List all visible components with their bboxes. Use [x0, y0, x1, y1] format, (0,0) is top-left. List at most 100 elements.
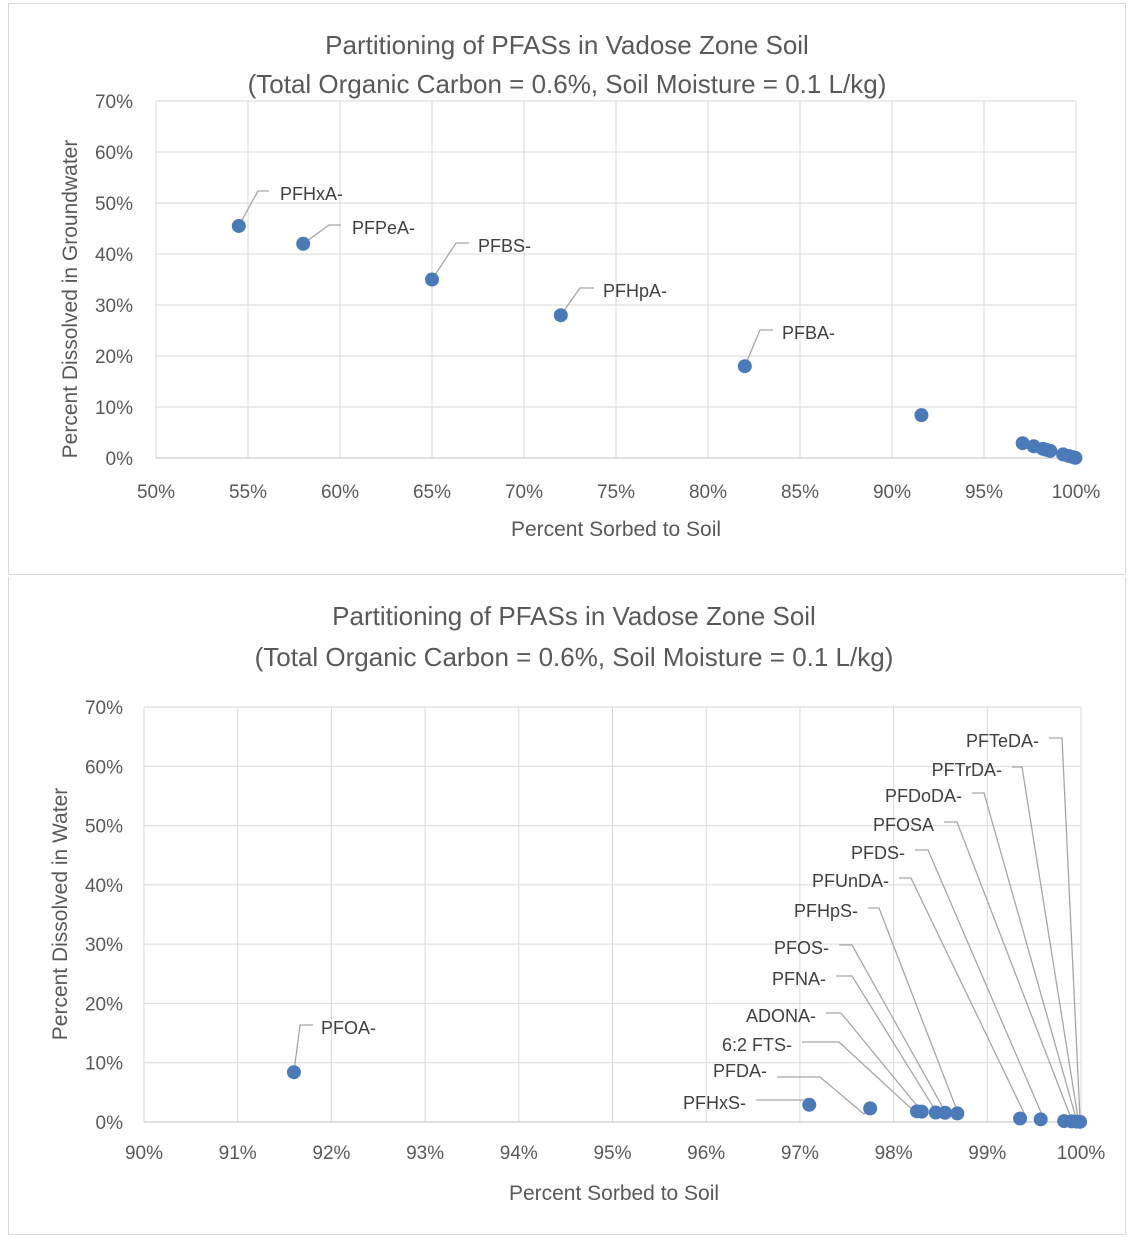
label-leader-line: [293, 1024, 313, 1073]
data-label: PFHxS-: [683, 1093, 746, 1113]
x-tick-label: 80%: [689, 482, 727, 503]
y-axis-title: Percent Dissolved in Water: [49, 788, 72, 1040]
data-point: [863, 1101, 878, 1116]
x-tick-label: 95%: [965, 482, 1003, 503]
x-tick-label: 70%: [505, 482, 543, 503]
data-point: [802, 1097, 817, 1112]
x-tick-label: 93%: [406, 1143, 444, 1164]
data-point: [425, 272, 439, 287]
data-point: [914, 408, 929, 423]
label-leader-line: [868, 907, 959, 1114]
data-label: PFDoDA-: [885, 786, 962, 806]
y-tick-label: 40%: [95, 245, 133, 266]
y-tick-label: 50%: [85, 817, 123, 838]
data-label: PFOA-: [321, 1018, 376, 1038]
label-leader-line: [560, 287, 594, 316]
chart-panel-top: Partitioning of PFASs in Vadose Zone Soi…: [8, 3, 1126, 575]
y-tick-label: 30%: [95, 296, 133, 317]
x-tick-label: 90%: [125, 1143, 163, 1164]
y-tick-label: 0%: [106, 449, 134, 470]
data-label: PFTeDA-: [966, 731, 1039, 751]
data-point: [1015, 436, 1030, 451]
y-tick-label: 50%: [95, 194, 133, 215]
x-tick-label: 85%: [781, 482, 819, 503]
data-label: PFTrDA-: [932, 760, 1002, 780]
data-point: [938, 1105, 953, 1120]
x-axis-title: Percent Sorbed to Soil: [511, 518, 721, 541]
chart-title-line2: (Total Organic Carbon = 0.6%, Soil Moist…: [248, 69, 887, 99]
x-tick-label: 95%: [593, 1143, 631, 1164]
y-tick-label: 60%: [85, 757, 123, 778]
data-label: PFPeA-: [352, 218, 415, 238]
data-point: [1013, 1111, 1028, 1126]
label-leader-line: [744, 329, 773, 367]
label-leader-line: [777, 1076, 871, 1115]
x-tick-label: 55%: [229, 482, 267, 503]
data-point: [737, 359, 752, 374]
label-leader-line: [431, 242, 469, 280]
y-tick-label: 10%: [95, 398, 133, 419]
x-tick-label: 90%: [873, 482, 911, 503]
label-leader-line: [915, 849, 1044, 1120]
y-tick-label: 70%: [95, 92, 133, 113]
data-label: PFDA-: [713, 1061, 767, 1081]
x-tick-label: 97%: [781, 1143, 819, 1164]
data-point: [553, 308, 568, 323]
y-tick-label: 70%: [85, 698, 123, 719]
x-tick-label: 50%: [137, 482, 175, 503]
chart-title-line1: Partitioning of PFASs in Vadose Zone Soi…: [332, 601, 816, 631]
x-axis-title: Percent Sorbed to Soil: [509, 1182, 719, 1205]
x-tick-label: 99%: [968, 1143, 1006, 1164]
y-tick-label: 10%: [85, 1054, 123, 1075]
data-point: [296, 236, 311, 251]
label-leader-line: [839, 944, 948, 1114]
data-point: [1043, 443, 1058, 458]
data-point: [950, 1106, 965, 1121]
data-label: PFBS-: [478, 236, 531, 256]
label-leader-line: [756, 1099, 810, 1106]
x-tick-label: 92%: [312, 1143, 350, 1164]
data-label: PFHpA-: [603, 281, 667, 301]
x-tick-label: 100%: [1052, 482, 1101, 503]
y-axis-title: Percent Dissolved in Groundwater: [59, 140, 82, 459]
data-label: PFOS-: [774, 938, 829, 958]
x-tick-label: 94%: [500, 1143, 538, 1164]
data-point: [286, 1065, 301, 1080]
x-tick-label: 91%: [219, 1143, 257, 1164]
x-tick-label: 60%: [321, 482, 359, 503]
x-tick-label: 75%: [597, 482, 635, 503]
data-label: 6:2 FTS-: [722, 1035, 792, 1055]
data-label: PFDS-: [851, 843, 905, 863]
y-tick-label: 0%: [96, 1113, 124, 1134]
label-leader-line: [1049, 737, 1081, 1122]
data-point: [1073, 1114, 1088, 1129]
data-label: PFBA-: [782, 323, 835, 343]
data-label: PFOSA: [873, 815, 934, 835]
y-tick-label: 30%: [85, 935, 123, 956]
chart-panel-bottom: Partitioning of PFASs in Vadose Zone Soi…: [8, 577, 1126, 1235]
scatter-chart-top: Partitioning of PFASs in Vadose Zone Soi…: [59, 30, 1101, 541]
data-label: PFUnDA-: [812, 871, 889, 891]
x-tick-label: 98%: [875, 1143, 913, 1164]
label-leader-line: [302, 224, 341, 245]
data-point: [1033, 1112, 1048, 1127]
data-label: PFHpS-: [794, 901, 858, 921]
y-tick-label: 20%: [95, 347, 133, 368]
y-tick-label: 60%: [95, 143, 133, 164]
y-tick-label: 20%: [85, 994, 123, 1015]
data-point: [914, 1104, 929, 1119]
x-tick-label: 65%: [413, 482, 451, 503]
data-label: PFHxA-: [280, 184, 343, 204]
chart-title-line2: (Total Organic Carbon = 0.6%, Soil Moist…: [255, 642, 894, 672]
label-leader-line: [836, 975, 939, 1115]
x-tick-label: 96%: [687, 1143, 725, 1164]
x-tick-label: 100%: [1057, 1143, 1106, 1164]
data-point: [1068, 450, 1083, 465]
data-point: [231, 218, 246, 233]
data-label: PFNA-: [772, 969, 826, 989]
chart-title-line1: Partitioning of PFASs in Vadose Zone Soi…: [325, 30, 809, 60]
y-tick-label: 40%: [85, 876, 123, 897]
label-leader-line: [944, 821, 1072, 1122]
data-label: ADONA-: [746, 1006, 816, 1026]
scatter-chart-bottom: Partitioning of PFASs in Vadose Zone Soi…: [49, 601, 1106, 1205]
